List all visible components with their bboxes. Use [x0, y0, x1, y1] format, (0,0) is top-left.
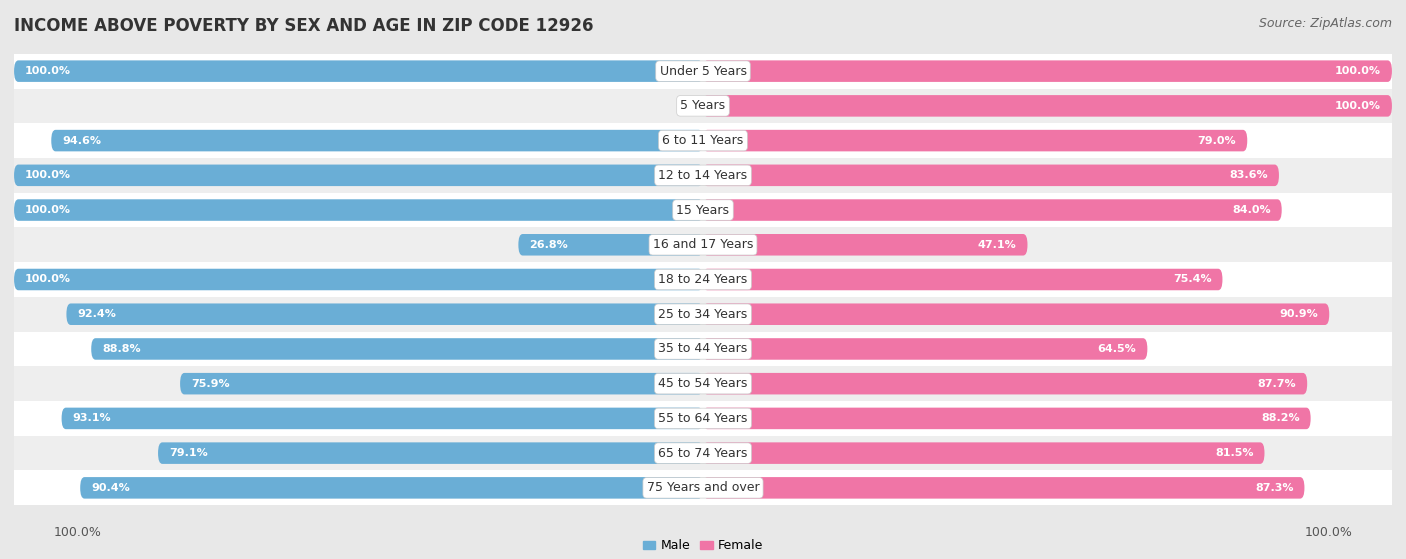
FancyBboxPatch shape [66, 304, 703, 325]
Text: 55 to 64 Years: 55 to 64 Years [658, 412, 748, 425]
Text: 90.4%: 90.4% [91, 483, 129, 493]
FancyBboxPatch shape [14, 200, 703, 221]
FancyBboxPatch shape [14, 60, 703, 82]
Bar [14, 158, 1392, 193]
Text: 100.0%: 100.0% [1334, 101, 1381, 111]
Text: 88.2%: 88.2% [1261, 414, 1299, 423]
FancyBboxPatch shape [703, 60, 1392, 82]
Text: 87.3%: 87.3% [1256, 483, 1294, 493]
Text: 83.6%: 83.6% [1229, 170, 1268, 181]
FancyBboxPatch shape [180, 373, 703, 395]
Text: INCOME ABOVE POVERTY BY SEX AND AGE IN ZIP CODE 12926: INCOME ABOVE POVERTY BY SEX AND AGE IN Z… [14, 17, 593, 35]
Text: 100.0%: 100.0% [25, 205, 72, 215]
FancyBboxPatch shape [703, 95, 1392, 117]
Text: 35 to 44 Years: 35 to 44 Years [658, 343, 748, 356]
FancyBboxPatch shape [703, 234, 1028, 255]
Text: 100.0%: 100.0% [53, 527, 101, 539]
Text: 18 to 24 Years: 18 to 24 Years [658, 273, 748, 286]
Text: 15 Years: 15 Years [676, 203, 730, 216]
Text: 100.0%: 100.0% [1305, 527, 1353, 539]
Text: 45 to 54 Years: 45 to 54 Years [658, 377, 748, 390]
FancyBboxPatch shape [703, 164, 1279, 186]
FancyBboxPatch shape [703, 408, 1310, 429]
Bar [14, 471, 1392, 505]
FancyBboxPatch shape [80, 477, 703, 499]
FancyBboxPatch shape [157, 442, 703, 464]
Text: 81.5%: 81.5% [1215, 448, 1254, 458]
Text: 100.0%: 100.0% [25, 274, 72, 285]
Text: 93.1%: 93.1% [73, 414, 111, 423]
FancyBboxPatch shape [14, 269, 703, 290]
FancyBboxPatch shape [519, 234, 703, 255]
Text: 100.0%: 100.0% [1334, 66, 1381, 76]
Text: 84.0%: 84.0% [1232, 205, 1271, 215]
Bar [14, 331, 1392, 366]
Text: 94.6%: 94.6% [62, 136, 101, 145]
Bar [14, 436, 1392, 471]
Text: 16 and 17 Years: 16 and 17 Years [652, 238, 754, 252]
FancyBboxPatch shape [703, 269, 1222, 290]
Bar [14, 193, 1392, 228]
Bar [14, 297, 1392, 331]
Text: 12 to 14 Years: 12 to 14 Years [658, 169, 748, 182]
Text: 75.9%: 75.9% [191, 378, 229, 389]
Text: 47.1%: 47.1% [977, 240, 1017, 250]
Text: 79.0%: 79.0% [1198, 136, 1236, 145]
Text: Under 5 Years: Under 5 Years [659, 65, 747, 78]
FancyBboxPatch shape [703, 130, 1247, 151]
Bar [14, 262, 1392, 297]
Bar [14, 54, 1392, 88]
Text: 5 Years: 5 Years [681, 100, 725, 112]
Text: Source: ZipAtlas.com: Source: ZipAtlas.com [1258, 17, 1392, 30]
Text: 88.8%: 88.8% [103, 344, 141, 354]
Bar [14, 88, 1392, 123]
FancyBboxPatch shape [703, 304, 1329, 325]
FancyBboxPatch shape [703, 373, 1308, 395]
Bar [14, 401, 1392, 436]
Text: 75.4%: 75.4% [1173, 274, 1212, 285]
Text: 79.1%: 79.1% [169, 448, 208, 458]
Bar [14, 123, 1392, 158]
Text: 90.9%: 90.9% [1279, 309, 1319, 319]
FancyBboxPatch shape [703, 477, 1305, 499]
Text: 64.5%: 64.5% [1098, 344, 1136, 354]
Text: 92.4%: 92.4% [77, 309, 117, 319]
FancyBboxPatch shape [703, 200, 1282, 221]
Text: 100.0%: 100.0% [25, 170, 72, 181]
FancyBboxPatch shape [703, 338, 1147, 360]
Text: 75 Years and over: 75 Years and over [647, 481, 759, 494]
Text: 65 to 74 Years: 65 to 74 Years [658, 447, 748, 459]
FancyBboxPatch shape [51, 130, 703, 151]
Legend: Male, Female: Male, Female [638, 534, 768, 557]
Text: 87.7%: 87.7% [1257, 378, 1296, 389]
FancyBboxPatch shape [62, 408, 703, 429]
Text: 100.0%: 100.0% [25, 66, 72, 76]
Bar [14, 366, 1392, 401]
Text: 6 to 11 Years: 6 to 11 Years [662, 134, 744, 147]
FancyBboxPatch shape [14, 164, 703, 186]
FancyBboxPatch shape [703, 442, 1264, 464]
Bar [14, 228, 1392, 262]
Text: 25 to 34 Years: 25 to 34 Years [658, 307, 748, 321]
Text: 26.8%: 26.8% [530, 240, 568, 250]
FancyBboxPatch shape [91, 338, 703, 360]
